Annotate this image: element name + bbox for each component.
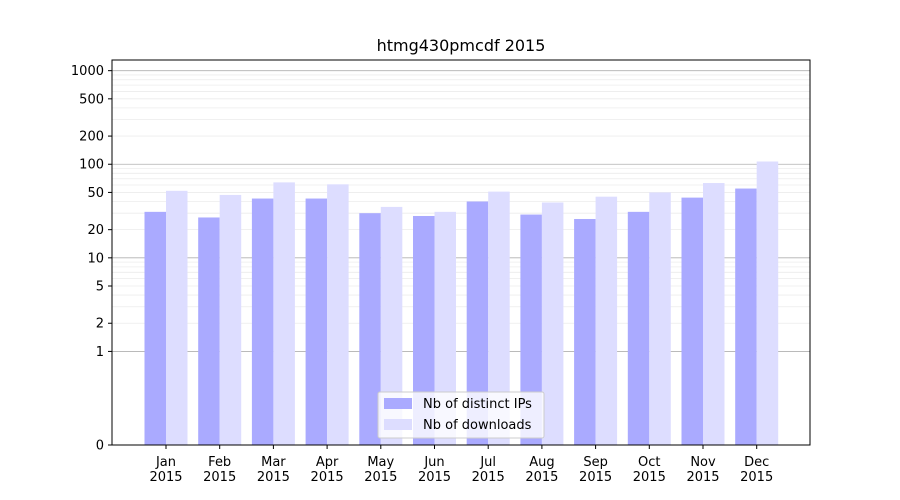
bar-downloads: [488, 191, 510, 445]
plot-frame: [111, 59, 811, 446]
legend-box: [377, 391, 545, 439]
bar-ips: [627, 211, 650, 445]
bars-layer: [144, 161, 779, 446]
bar-downloads: [219, 194, 242, 445]
y-axis: 0 1 2 5 10 20 50 100 200 500 1000: [71, 64, 112, 454]
y-tick-label: 0: [96, 439, 104, 454]
y-tick-label: 500: [79, 92, 104, 107]
legend-label: Nb of distinct IPs: [423, 397, 532, 412]
bar-downloads: [703, 183, 725, 446]
x-tick-label: Feb 2015: [203, 455, 236, 485]
y-tick-label: 20: [87, 223, 104, 238]
x-tick-label: Oct 2015: [633, 455, 666, 485]
bar-downloads: [166, 190, 188, 445]
bar-ips: [413, 215, 435, 445]
bar-ips: [144, 211, 166, 445]
bar-downloads: [541, 202, 564, 445]
x-axis: Jan 2015 Feb 2015 Mar 2015 Apr 2015 May 2015 Jun 20…: [149, 445, 773, 485]
bar-downloads: [756, 161, 779, 445]
bar-downloads: [649, 192, 671, 445]
x-tick-label: Sep 2015: [579, 455, 612, 485]
bar-ips: [466, 201, 489, 445]
bar-downloads: [595, 196, 618, 445]
bar-ips: [681, 197, 703, 445]
y-tick-label: 200: [79, 130, 104, 145]
x-tick-label: Dec 2015: [740, 455, 773, 485]
y-tick-label: 1000: [71, 64, 104, 79]
y-tick-label: 2: [96, 317, 104, 332]
legend-swatch: [384, 419, 412, 430]
y-tick-label: 5: [96, 280, 104, 295]
x-tick-label: Mar 2015: [257, 455, 290, 485]
bar-downloads: [434, 211, 456, 445]
bar-ips: [520, 214, 542, 445]
x-tick-label: Jul 2015: [472, 455, 505, 485]
chart-title: htmg430pmcdf 2015: [377, 36, 546, 55]
bar-downloads: [273, 182, 295, 445]
y-tick-label: 100: [79, 158, 104, 173]
legend-swatch: [384, 398, 412, 409]
bar-ips: [359, 213, 381, 445]
x-tick-label: Jan 2015: [149, 455, 182, 485]
y-tick-label: 1: [96, 345, 104, 360]
x-tick-label: Nov 2015: [686, 455, 719, 485]
x-tick-label: Jun 2015: [418, 455, 451, 485]
bar-downloads: [327, 184, 349, 445]
x-tick-label: May 2015: [364, 455, 397, 485]
bar-ips: [735, 188, 757, 445]
y-tick-label: 10: [87, 251, 104, 266]
y-tick-label: 50: [87, 186, 104, 201]
bar-ips: [574, 218, 596, 445]
bar-ips: [305, 198, 328, 445]
x-tick-label: Apr 2015: [311, 455, 344, 485]
legend-label: Nb of downloads: [423, 418, 532, 433]
bar-ips: [198, 217, 220, 445]
bar-downloads: [380, 206, 403, 445]
bar-ips: [251, 198, 274, 445]
x-tick-label: Aug 2015: [525, 455, 558, 485]
legend: Nb of distinct IPs Nb of downloads: [377, 391, 545, 439]
